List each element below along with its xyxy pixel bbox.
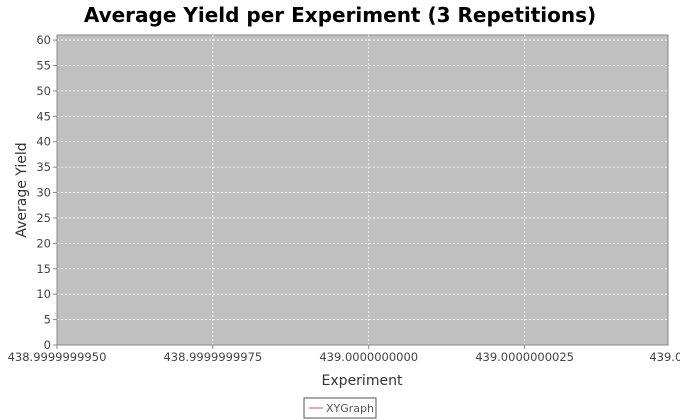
y-tick-label: 45: [36, 109, 51, 123]
x-axis-label: Experiment: [322, 373, 403, 389]
plot-area: [56, 34, 669, 346]
x-tick-label: 439.0000000025: [475, 350, 574, 364]
x-tick-label: 438.9999999975: [163, 350, 262, 364]
legend-box: [303, 397, 377, 419]
x-tick-label: 439.00000: [649, 350, 680, 364]
y-tick-label: 40: [36, 135, 51, 149]
gridlines: [57, 35, 668, 345]
chart-title: Average Yield per Experiment (3 Repetiti…: [84, 3, 596, 27]
legend: XYGraph: [303, 397, 377, 419]
x-tick-label: 439.0000000000: [319, 350, 418, 364]
axes: [53, 35, 680, 349]
y-tick-label: 60: [36, 33, 51, 47]
y-tick-label: 15: [36, 262, 51, 276]
legend-label: XYGraph: [326, 402, 374, 415]
y-tick-label: 25: [36, 211, 51, 225]
y-tick-label: 20: [36, 236, 51, 250]
y-tick-label: 55: [36, 58, 51, 72]
y-axis-label: Average Yield: [14, 142, 30, 237]
y-tick-label: 30: [36, 186, 51, 200]
y-tick-label: 35: [36, 160, 51, 174]
y-tick-label: 5: [44, 313, 51, 327]
y-tick-label: 50: [36, 84, 51, 98]
y-tick-label: 0: [44, 338, 51, 352]
y-tick-label: 10: [36, 287, 51, 301]
tick-labels: 0 5 10 15 20 25 30 35 40 45 50 55 60 438.9999999950 43…: [8, 33, 680, 364]
x-tick-label: 438.9999999950: [8, 350, 107, 364]
